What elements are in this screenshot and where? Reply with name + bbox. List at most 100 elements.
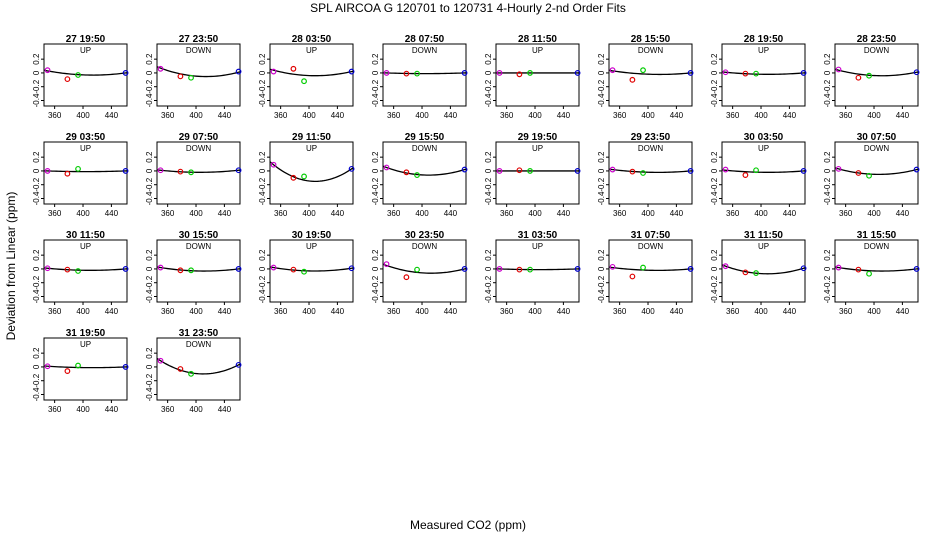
panel-title: 31 15:50 [857,230,897,241]
data-point [122,266,129,272]
y-tick-label: 0.2 [823,249,832,261]
data-point [855,74,862,81]
data-point [122,364,129,370]
panel-direction: UP [532,144,543,153]
y-tick-label: -0.2 [484,275,493,289]
panel-title: 28 03:50 [292,34,332,45]
x-tick-label: 400 [528,209,542,218]
y-tick-label: -0.2 [145,177,154,191]
y-tick-label: -0.4 [145,289,154,303]
y-tick-label: 0 [32,266,41,271]
panel-title: 31 11:50 [744,230,783,241]
data-point [301,268,307,275]
data-point [188,169,194,176]
y-tick-label: 0 [710,266,719,271]
x-tick-label: 440 [783,209,797,218]
x-tick-label: 400 [754,111,768,120]
x-tick-label: 400 [867,307,881,316]
panel-direction: UP [758,46,769,55]
x-tick-label: 400 [641,209,655,218]
x-tick-label: 440 [444,111,458,120]
panel-title: 30 11:50 [66,230,105,241]
y-tick-label: 0.2 [484,53,493,65]
x-tick-label: 360 [387,111,401,120]
x-tick-label: 360 [387,209,401,218]
y-tick-label: 0 [823,70,832,75]
panel-direction: UP [758,242,769,251]
panel-direction: DOWN [638,144,664,153]
y-tick-label: -0.2 [710,79,719,93]
data-point [516,71,523,78]
x-tick-label: 400 [415,111,429,120]
x-tick-label: 360 [613,111,627,120]
y-tick-label: -0.4 [484,93,493,107]
x-tick-label: 440 [896,209,910,218]
fit-curve [835,167,918,176]
x-tick-label: 440 [896,307,910,316]
panel-frame [834,141,919,205]
data-point [516,167,523,174]
panel-title: 29 15:50 [405,132,445,143]
data-point [64,170,71,177]
panel-frame [156,337,241,401]
y-tick-label: -0.4 [823,289,832,303]
panel-direction: UP [80,46,91,55]
data-point [574,70,581,76]
data-point [800,265,807,272]
y-tick-label: -0.2 [484,177,493,191]
data-point [609,263,616,270]
panel-title: 28 15:50 [631,34,671,45]
y-tick-label: 0 [823,168,832,173]
x-tick-label: 400 [528,307,542,316]
data-point [722,166,729,173]
x-tick-label: 360 [161,405,175,414]
x-tick-label: 440 [218,111,232,120]
x-tick-label: 400 [302,307,316,316]
panel-direction: UP [80,242,91,251]
x-tick-label: 440 [670,307,684,316]
y-tick-label: 0.2 [484,151,493,163]
y-tick-label: 0 [597,168,606,173]
y-tick-label: 0.2 [597,249,606,261]
x-tick-label: 360 [500,209,514,218]
panel-title: 31 03:50 [518,230,558,241]
fit-curve [609,69,692,76]
x-tick-label: 360 [726,209,740,218]
x-tick-label: 360 [726,111,740,120]
data-point [742,269,749,276]
fit-curve [270,161,353,182]
y-tick-label: 0 [371,168,380,173]
y-tick-label: -0.4 [145,93,154,107]
x-tick-label: 360 [613,209,627,218]
x-tick-label: 440 [218,405,232,414]
y-tick-label: 0 [258,168,267,173]
data-point [383,70,390,76]
data-point [574,168,581,174]
y-tick-label: -0.2 [145,79,154,93]
panel-direction: DOWN [864,242,890,251]
y-tick-label: -0.4 [145,387,154,401]
y-tick-label: 0.2 [32,151,41,163]
panel-direction: DOWN [186,46,212,55]
y-tick-label: 0.2 [710,53,719,65]
data-point [188,74,194,81]
y-tick-label: -0.2 [597,275,606,289]
data-point [301,173,307,180]
data-point [44,265,51,272]
y-tick-label: -0.2 [597,79,606,93]
fit-curve [270,68,353,77]
data-point [414,266,420,273]
y-tick-label: 0 [710,70,719,75]
x-tick-label: 360 [839,307,853,316]
data-point [722,69,729,76]
y-tick-label: -0.4 [710,191,719,205]
y-tick-label: -0.2 [710,275,719,289]
